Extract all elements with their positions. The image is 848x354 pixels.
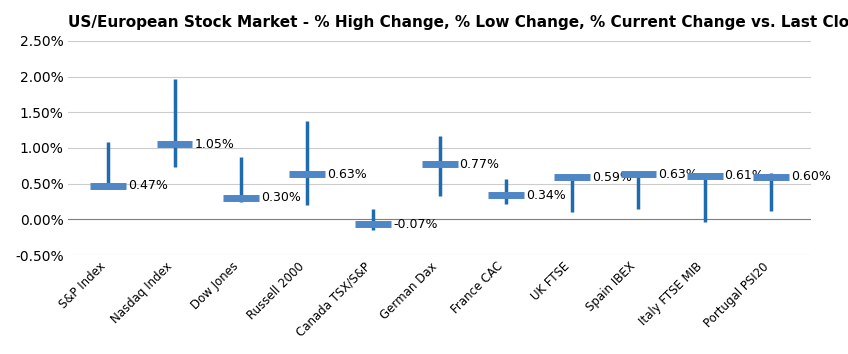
Text: US/European Stock Market - % High Change, % Low Change, % Current Change vs. Las: US/European Stock Market - % High Change… xyxy=(69,15,848,30)
Text: 0.63%: 0.63% xyxy=(327,168,366,181)
Text: 0.60%: 0.60% xyxy=(791,170,831,183)
Text: 0.61%: 0.61% xyxy=(724,169,764,182)
Text: -0.07%: -0.07% xyxy=(393,218,438,231)
Text: 0.34%: 0.34% xyxy=(526,189,566,201)
Text: 0.59%: 0.59% xyxy=(592,171,632,184)
Text: 0.30%: 0.30% xyxy=(260,192,300,204)
Text: 1.05%: 1.05% xyxy=(194,138,234,151)
Text: 0.47%: 0.47% xyxy=(128,179,168,192)
Text: 0.77%: 0.77% xyxy=(460,158,499,171)
Text: 0.63%: 0.63% xyxy=(658,168,698,181)
